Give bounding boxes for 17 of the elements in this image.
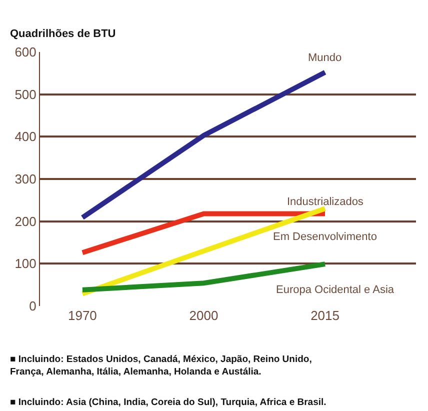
y-tick-label: 600 bbox=[14, 44, 36, 60]
series-label: Industrializados bbox=[287, 196, 364, 208]
series-label: Europa Ocidental e Asia bbox=[276, 284, 395, 296]
text: ■ Incluindo: Estados Unidos, Canadá, México, Japão, Reino Unido, França, Alemanha, Itália, Alemanha, Holanda e Austália. bbox=[10, 354, 312, 378]
y-tick-label: 0 bbox=[29, 298, 36, 314]
text: ■ Incluindo: Asia (China, India, Coreia do Sul), Turquia, Africa e Brasil. bbox=[10, 397, 326, 408]
x-tick-label: 1970 bbox=[68, 308, 97, 323]
y-axis-title: Quadrilhões de BTU bbox=[10, 28, 116, 40]
series-label: Em Desenvolvimento bbox=[273, 231, 377, 243]
y-tick-label: 300 bbox=[14, 172, 36, 187]
x-tick-label: 2000 bbox=[189, 308, 218, 323]
y-tick-label: 100 bbox=[14, 256, 36, 272]
y-tick-label: 200 bbox=[14, 214, 36, 229]
x-tick-label: 2015 bbox=[310, 308, 340, 323]
series-label: Mundo bbox=[308, 52, 342, 64]
y-tick-label: 400 bbox=[14, 129, 36, 144]
y-tick-label: 500 bbox=[14, 86, 36, 102]
